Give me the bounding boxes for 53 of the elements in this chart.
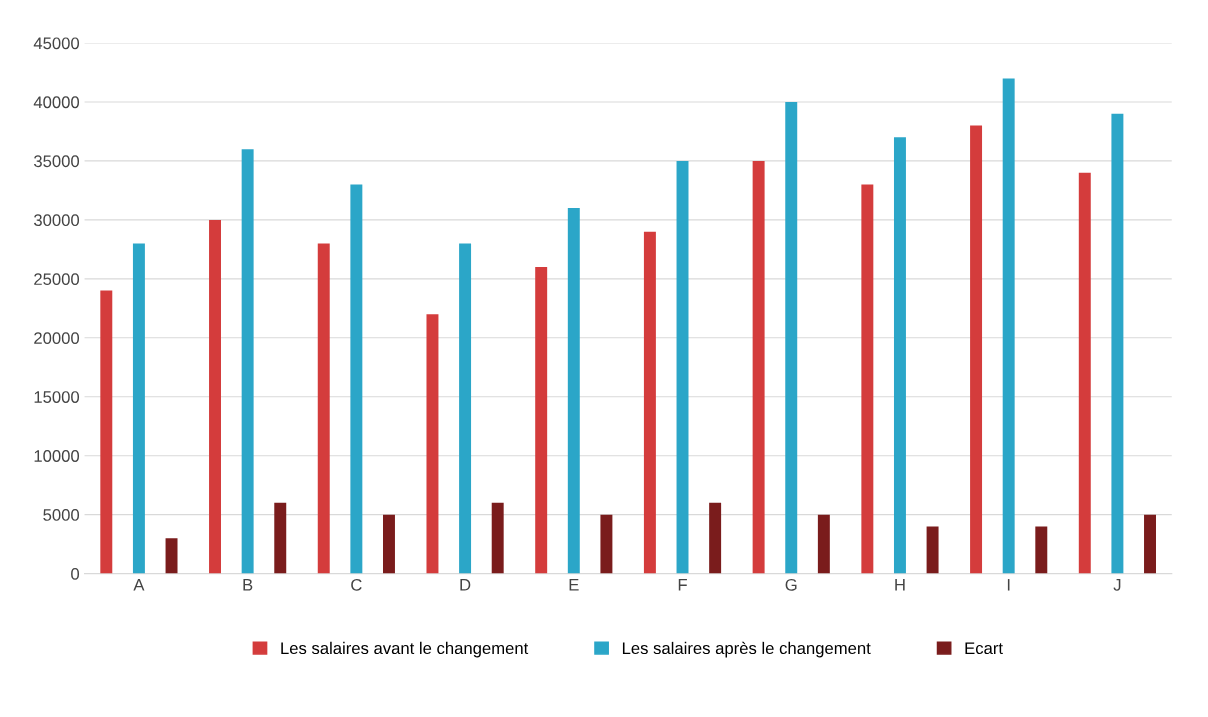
bar: [1035, 526, 1048, 574]
bar: [752, 160, 765, 574]
legend-label: Les salaires après le changement: [622, 641, 871, 658]
bar: [100, 290, 113, 574]
bar: [350, 184, 363, 574]
legend-label: Les salaires avant le changement: [281, 641, 529, 658]
bar: [132, 243, 145, 574]
bar: [1111, 113, 1124, 574]
bar: [676, 160, 689, 574]
y-tick-label: 40000: [33, 96, 80, 109]
x-tick-label: E: [569, 579, 579, 591]
bar: [567, 208, 580, 574]
x-tick-label: D: [460, 579, 471, 591]
bar: [785, 101, 798, 574]
bar: [926, 526, 939, 574]
y-tick-label: 45000: [33, 37, 80, 50]
bar: [383, 514, 395, 574]
x-tick-label: H: [895, 579, 905, 591]
x-tick-label: A: [133, 579, 145, 591]
bar: [970, 125, 983, 574]
y-tick-label: 20000: [34, 332, 80, 344]
y-tick-label: 0: [71, 568, 80, 580]
bar: [600, 514, 613, 574]
y-tick-label: 10000: [34, 450, 80, 462]
bar: [241, 149, 254, 574]
bar: [535, 267, 548, 574]
x-tick-label: F: [678, 579, 687, 591]
y-tick-label: 15000: [34, 391, 80, 403]
y-tick-label: 25000: [34, 273, 80, 286]
y-tick-label: 5000: [43, 509, 80, 521]
bar: [209, 219, 221, 574]
bar: [893, 137, 906, 574]
bar: [643, 231, 656, 574]
bar: [709, 502, 722, 574]
x-tick-label: G: [785, 578, 797, 591]
x-tick-label: B: [243, 579, 253, 591]
bar: [274, 502, 287, 574]
bar: [165, 538, 178, 574]
bar: [1144, 514, 1156, 574]
legend-label: Ecart: [965, 642, 1003, 655]
bar: [459, 243, 472, 574]
bar: [317, 243, 330, 574]
y-tick-label: 30000: [33, 214, 80, 227]
x-tick-label: I: [1007, 579, 1010, 591]
bar: [491, 502, 504, 574]
bar: [861, 184, 874, 574]
x-tick-label: J: [1113, 579, 1121, 591]
x-tick-label: C: [351, 578, 362, 591]
bar: [1078, 172, 1091, 574]
bar: [1002, 78, 1015, 574]
y-tick-label: 35000: [33, 155, 80, 168]
bar: [426, 314, 439, 574]
bar: [817, 514, 830, 574]
